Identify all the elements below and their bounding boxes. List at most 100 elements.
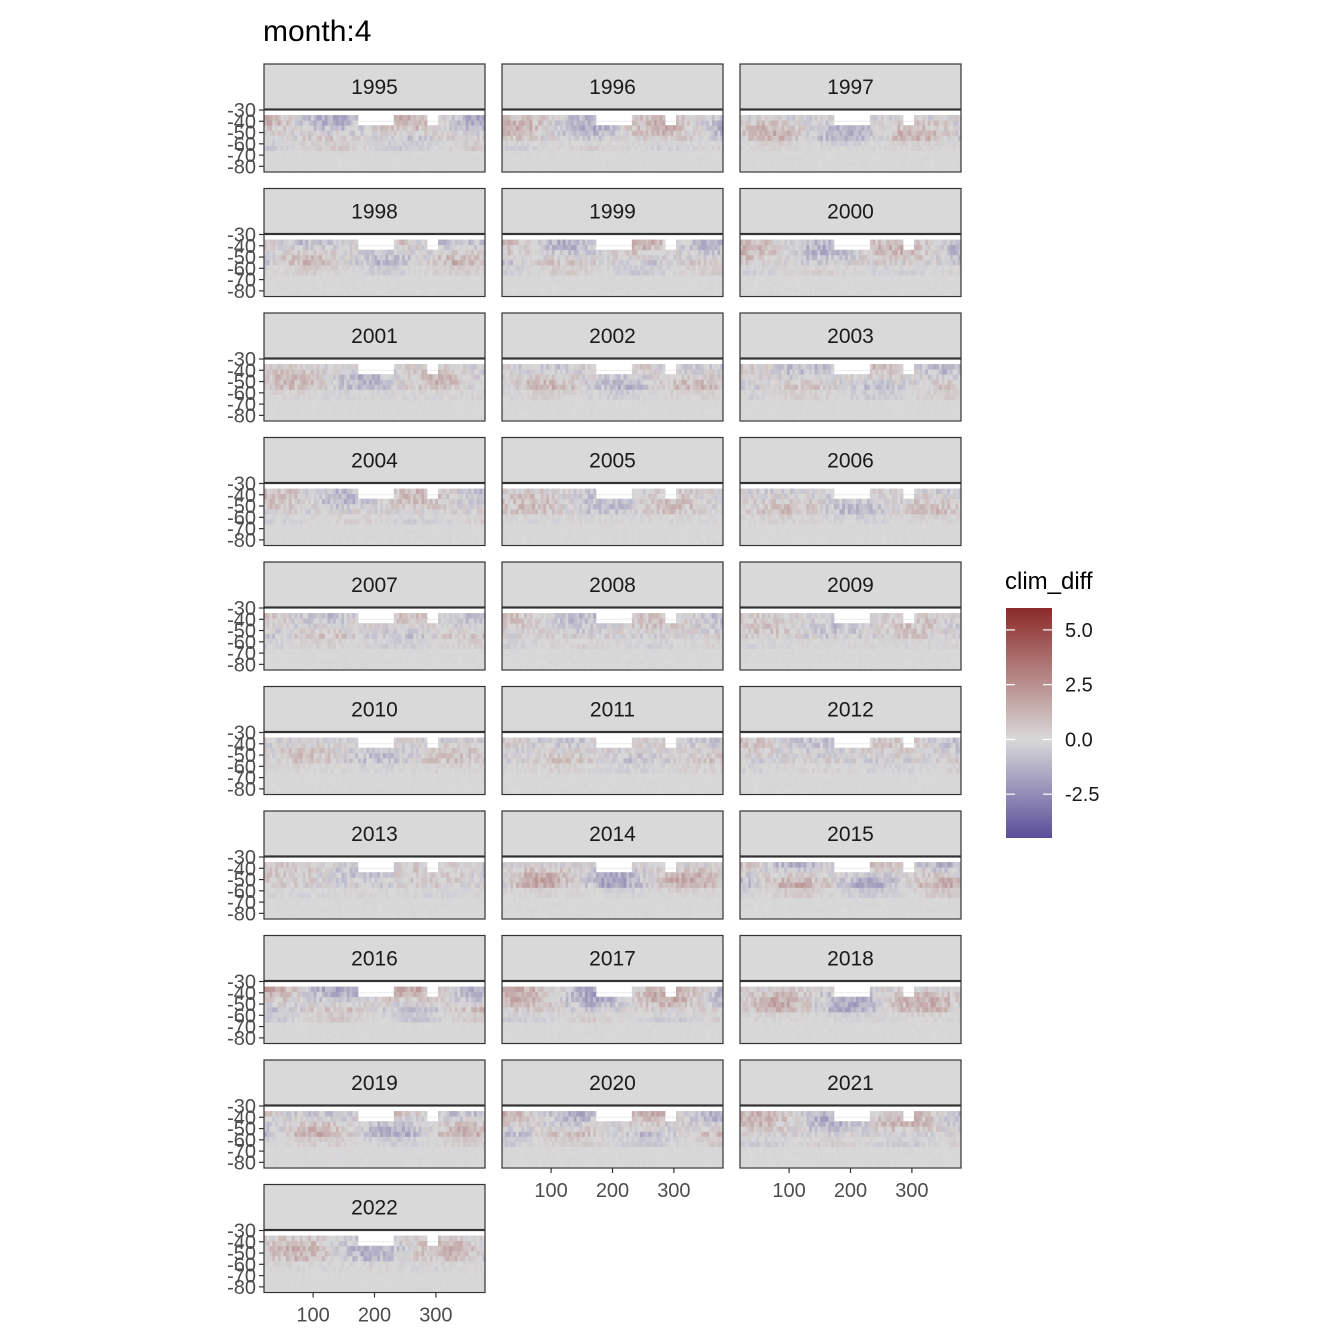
heat-tile [593, 270, 597, 276]
heat-tile [327, 270, 331, 276]
heat-tile [476, 259, 480, 266]
heat-tile [324, 130, 328, 136]
heat-tile [911, 135, 915, 141]
heat-tile [418, 264, 422, 271]
heat-tile [615, 160, 619, 167]
heat-tile [753, 150, 757, 157]
heat-tile [612, 160, 616, 167]
heat-tile [299, 270, 304, 276]
heat-tile [687, 270, 691, 276]
heat-tile [634, 155, 638, 162]
heat-tile [927, 160, 932, 167]
heat-tile [399, 145, 403, 151]
heat-tile [911, 264, 915, 271]
heat-tile [869, 130, 873, 136]
heat-tile [518, 160, 522, 167]
heat-tile [764, 160, 769, 167]
heat-tile [936, 145, 940, 151]
heat-tile [388, 290, 392, 296]
heat-tile [615, 140, 619, 146]
heat-tile [786, 155, 791, 162]
heat-tile [377, 150, 381, 157]
heat-tile [507, 280, 511, 286]
heat-tile [288, 249, 293, 256]
heat-tile [272, 140, 276, 146]
heat-tile [662, 165, 666, 172]
heat-tile [595, 249, 600, 256]
heat-tile [947, 259, 951, 266]
heat-tile [294, 275, 298, 281]
heat-tile [524, 254, 528, 261]
heat-tile [811, 254, 815, 261]
heat-tile [767, 140, 771, 146]
heat-tile [330, 130, 334, 136]
heat-tile [391, 160, 395, 167]
heat-tile [692, 239, 696, 246]
heat-tile [587, 145, 591, 151]
heat-tile [606, 264, 611, 271]
heat-tile [582, 239, 586, 246]
heat-tile [579, 165, 583, 172]
heat-tile [349, 125, 353, 131]
heat-tile [700, 244, 705, 251]
heat-tile [421, 150, 425, 157]
heat-tile [476, 239, 480, 246]
heat-tile [897, 125, 901, 131]
heat-tile [867, 285, 871, 291]
heat-tile [297, 290, 301, 296]
heat-tile [687, 254, 691, 261]
heat-tile [460, 280, 464, 286]
heat-tile [513, 280, 517, 286]
heat-tile [792, 285, 796, 291]
heat-tile [911, 275, 915, 281]
heat-tile [305, 290, 309, 296]
heat-tile [335, 135, 339, 141]
heat-tile [424, 254, 428, 261]
heat-tile [582, 290, 586, 296]
heat-tile [626, 135, 630, 141]
heat-tile [651, 155, 655, 162]
heat-tile [393, 254, 397, 261]
heat-tile [333, 264, 337, 271]
heat-tile [933, 165, 937, 172]
heat-tile [751, 249, 755, 256]
heat-tile [659, 145, 663, 151]
heat-tile [429, 259, 433, 266]
heat-tile [324, 254, 328, 261]
heat-tile [330, 280, 334, 286]
heat-tile [645, 270, 649, 276]
heat-tile [308, 165, 312, 172]
heat-tile [653, 135, 658, 141]
heat-tile [396, 264, 400, 271]
heat-tile [640, 165, 644, 172]
heat-tile [905, 155, 909, 162]
heat-tile [396, 150, 400, 157]
heat-tile [454, 254, 458, 261]
heat-tile [911, 270, 915, 276]
heat-tile [947, 150, 951, 157]
heat-tile [770, 165, 774, 172]
heat-tile [357, 155, 362, 162]
heat-tile [357, 150, 362, 157]
heat-tile [582, 150, 586, 157]
heat-tile [269, 165, 273, 172]
heat-tiles [502, 239, 724, 296]
heat-tile [825, 290, 829, 296]
heat-tile [424, 145, 428, 151]
heat-tile [432, 130, 436, 136]
heat-tile [648, 155, 652, 162]
heat-tile [781, 130, 785, 136]
heat-tile [507, 264, 511, 271]
heat-tile [443, 120, 447, 126]
heat-tile [653, 145, 658, 151]
heat-tile [631, 125, 635, 131]
heat-tile [631, 270, 635, 276]
heat-tile [338, 280, 342, 286]
heat-tile [905, 150, 909, 157]
y-tick-label: -70 [227, 270, 256, 292]
heat-tile [396, 130, 400, 136]
heat-tile [413, 275, 417, 281]
heat-tile [313, 239, 317, 246]
heat-tile [449, 140, 453, 146]
heat-tile [438, 244, 442, 251]
